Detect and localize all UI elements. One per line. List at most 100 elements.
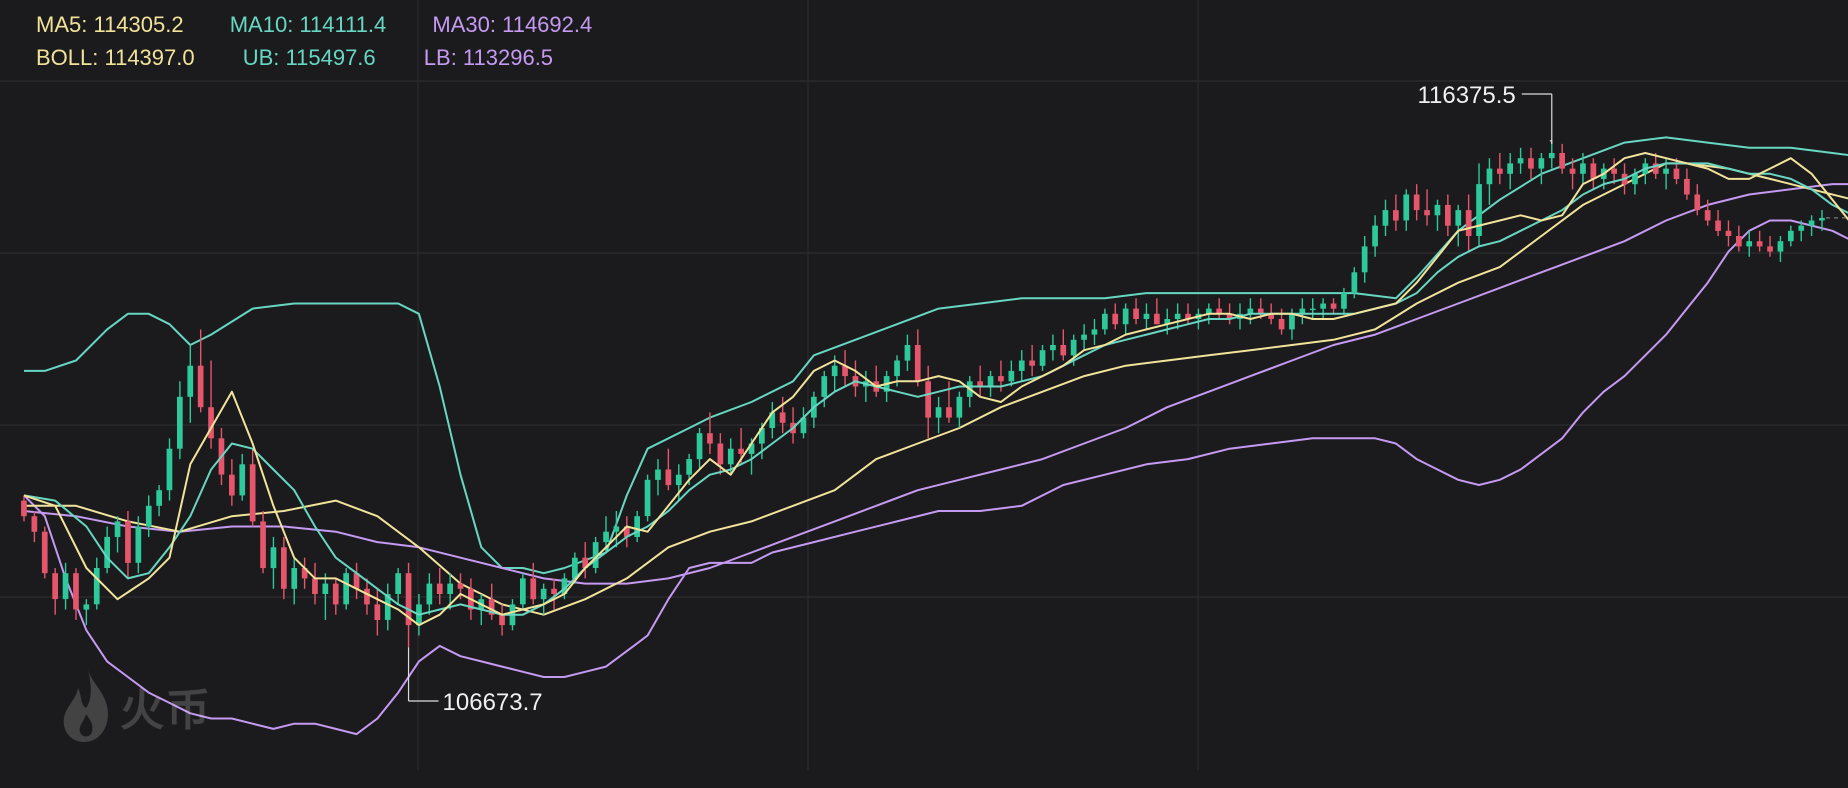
- candle-body: [769, 412, 776, 428]
- candle-body: [946, 407, 952, 418]
- candle: [1455, 204, 1462, 247]
- candle-body: [779, 412, 786, 423]
- candle: [883, 370, 890, 403]
- candle-body: [831, 365, 838, 377]
- candle-body: [104, 536, 110, 568]
- candle: [125, 510, 131, 579]
- candles: [21, 142, 1825, 648]
- candle-body: [738, 448, 744, 454]
- candle-body: [332, 583, 339, 605]
- candle-body: [800, 417, 807, 434]
- candle: [707, 412, 713, 454]
- candle-body: [1039, 350, 1046, 366]
- candle-body: [52, 573, 58, 600]
- candle-body: [613, 526, 620, 532]
- candle-body: [1684, 178, 1690, 195]
- candle: [1590, 158, 1597, 190]
- candle: [291, 557, 298, 605]
- candle: [1788, 225, 1794, 247]
- candle-body: [977, 381, 983, 387]
- candle: [229, 459, 235, 506]
- candle-body: [1704, 210, 1711, 221]
- candle-body: [530, 578, 537, 600]
- candle-body: [1497, 168, 1503, 174]
- candle: [1018, 350, 1025, 382]
- chart-grid: [0, 0, 1848, 770]
- candle-body: [1393, 210, 1399, 221]
- candle: [1372, 215, 1378, 257]
- candle: [1694, 184, 1701, 216]
- candle-body: [925, 381, 931, 418]
- candle-body: [353, 573, 360, 589]
- candle-body: [1070, 339, 1077, 356]
- boll-lower-line: [23, 219, 1848, 736]
- legend-ub: UB: 115497.6: [242, 45, 376, 70]
- candle-body: [1361, 246, 1368, 273]
- candle: [1642, 158, 1649, 185]
- candle: [1112, 303, 1119, 330]
- candle-body: [208, 407, 214, 439]
- candle-body: [488, 599, 495, 615]
- candle: [104, 526, 110, 574]
- candle-body: [748, 443, 755, 454]
- candle: [1756, 230, 1763, 252]
- candle-body: [1580, 163, 1586, 174]
- candle-body: [281, 547, 287, 589]
- candle: [1559, 143, 1565, 174]
- candle: [332, 578, 339, 615]
- candle: [925, 365, 931, 439]
- candle-body: [904, 345, 911, 361]
- candle-body: [1767, 246, 1773, 252]
- candle: [1684, 168, 1690, 200]
- candle: [530, 562, 537, 605]
- candle-body: [1309, 308, 1316, 311]
- candle-body: [1569, 168, 1576, 174]
- candle-body: [1798, 225, 1805, 231]
- candle-body: [343, 573, 349, 605]
- candle-body: [592, 542, 599, 568]
- candle: [1320, 298, 1326, 320]
- candle-body: [727, 448, 734, 465]
- candle: [1798, 220, 1805, 242]
- candle-body: [1736, 236, 1742, 247]
- watermark-text: 火币: [120, 686, 212, 735]
- candle: [1434, 199, 1441, 231]
- candle-body: [395, 573, 401, 594]
- candle: [987, 370, 994, 397]
- candle: [582, 542, 589, 579]
- candle: [145, 495, 152, 537]
- candle: [1122, 303, 1129, 335]
- candle: [353, 562, 360, 600]
- watermark-logo: 火币: [58, 668, 228, 748]
- candle: [1039, 344, 1046, 371]
- candle: [301, 557, 308, 589]
- candle-body: [312, 578, 318, 594]
- candle: [1767, 236, 1773, 257]
- candle: [863, 370, 869, 403]
- candle: [384, 583, 391, 631]
- candle: [1278, 308, 1285, 335]
- candle-body: [197, 365, 204, 408]
- candle: [488, 583, 495, 620]
- candle: [426, 573, 433, 615]
- candle: [1819, 210, 1825, 231]
- candle-body: [1507, 163, 1513, 174]
- candle: [935, 396, 942, 434]
- candle: [135, 516, 142, 574]
- candle: [436, 568, 443, 605]
- candle: [644, 474, 651, 522]
- candle: [62, 562, 69, 610]
- candle-body: [1008, 370, 1015, 382]
- candle-body: [384, 594, 391, 620]
- candle: [1704, 199, 1711, 226]
- candle: [1580, 153, 1586, 185]
- candle-body: [582, 557, 589, 569]
- candle: [83, 599, 90, 626]
- candle: [52, 568, 58, 615]
- candle-body: [1247, 308, 1254, 314]
- candle-body: [1538, 158, 1545, 169]
- candle: [249, 448, 256, 527]
- candle-body: [291, 568, 298, 589]
- candle-body: [821, 376, 828, 397]
- candle-body: [1216, 308, 1222, 314]
